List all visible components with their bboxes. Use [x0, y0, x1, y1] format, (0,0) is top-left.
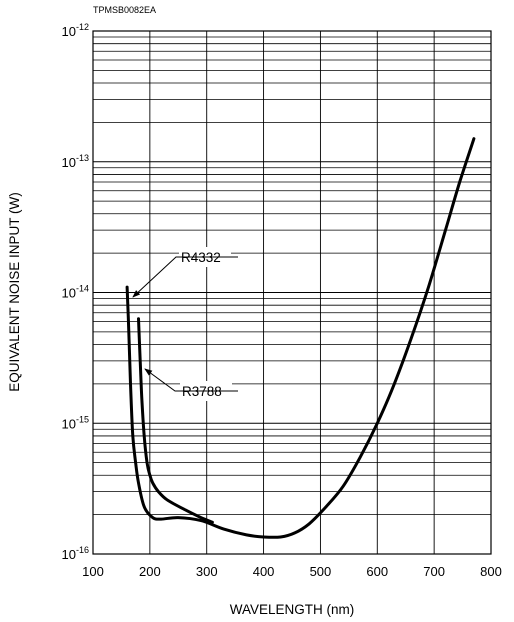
x-tick-label: 400	[253, 564, 275, 579]
x-tick-label: 600	[366, 564, 388, 579]
x-tick-labels: 100 200 300 400 500 600 700 800	[82, 564, 502, 579]
x-tick-label: 200	[139, 564, 161, 579]
y-tick-labels: 10-12 10-13 10-14 10-15 10-16	[62, 22, 89, 562]
leader-line-r4332	[132, 256, 238, 298]
y-tick-label: 10-15	[62, 414, 89, 431]
x-tick-label: 800	[480, 564, 502, 579]
leader-line-r3788	[144, 368, 238, 392]
series-line-r3788	[137, 317, 214, 524]
x-tick-label: 300	[196, 564, 218, 579]
y-tick-label: 10-13	[62, 153, 89, 170]
x-tick-label: 700	[423, 564, 445, 579]
series-line-r4332	[125, 137, 476, 539]
curves	[125, 137, 476, 539]
y-tick-label: 10-16	[62, 545, 89, 562]
y-axis-label: EQUIVALENT NOISE INPUT (W)	[7, 192, 22, 392]
y-tick-label: 10-12	[62, 22, 89, 39]
grid	[93, 31, 491, 554]
x-tick-label: 100	[82, 564, 104, 579]
plot-frame	[92, 30, 492, 555]
x-tick-label: 500	[310, 564, 332, 579]
x-axis-label: WAVELENGTH (nm)	[230, 602, 355, 617]
y-tick-label: 10-14	[62, 284, 89, 301]
figure-code: TPMSB0082EA	[93, 5, 156, 15]
